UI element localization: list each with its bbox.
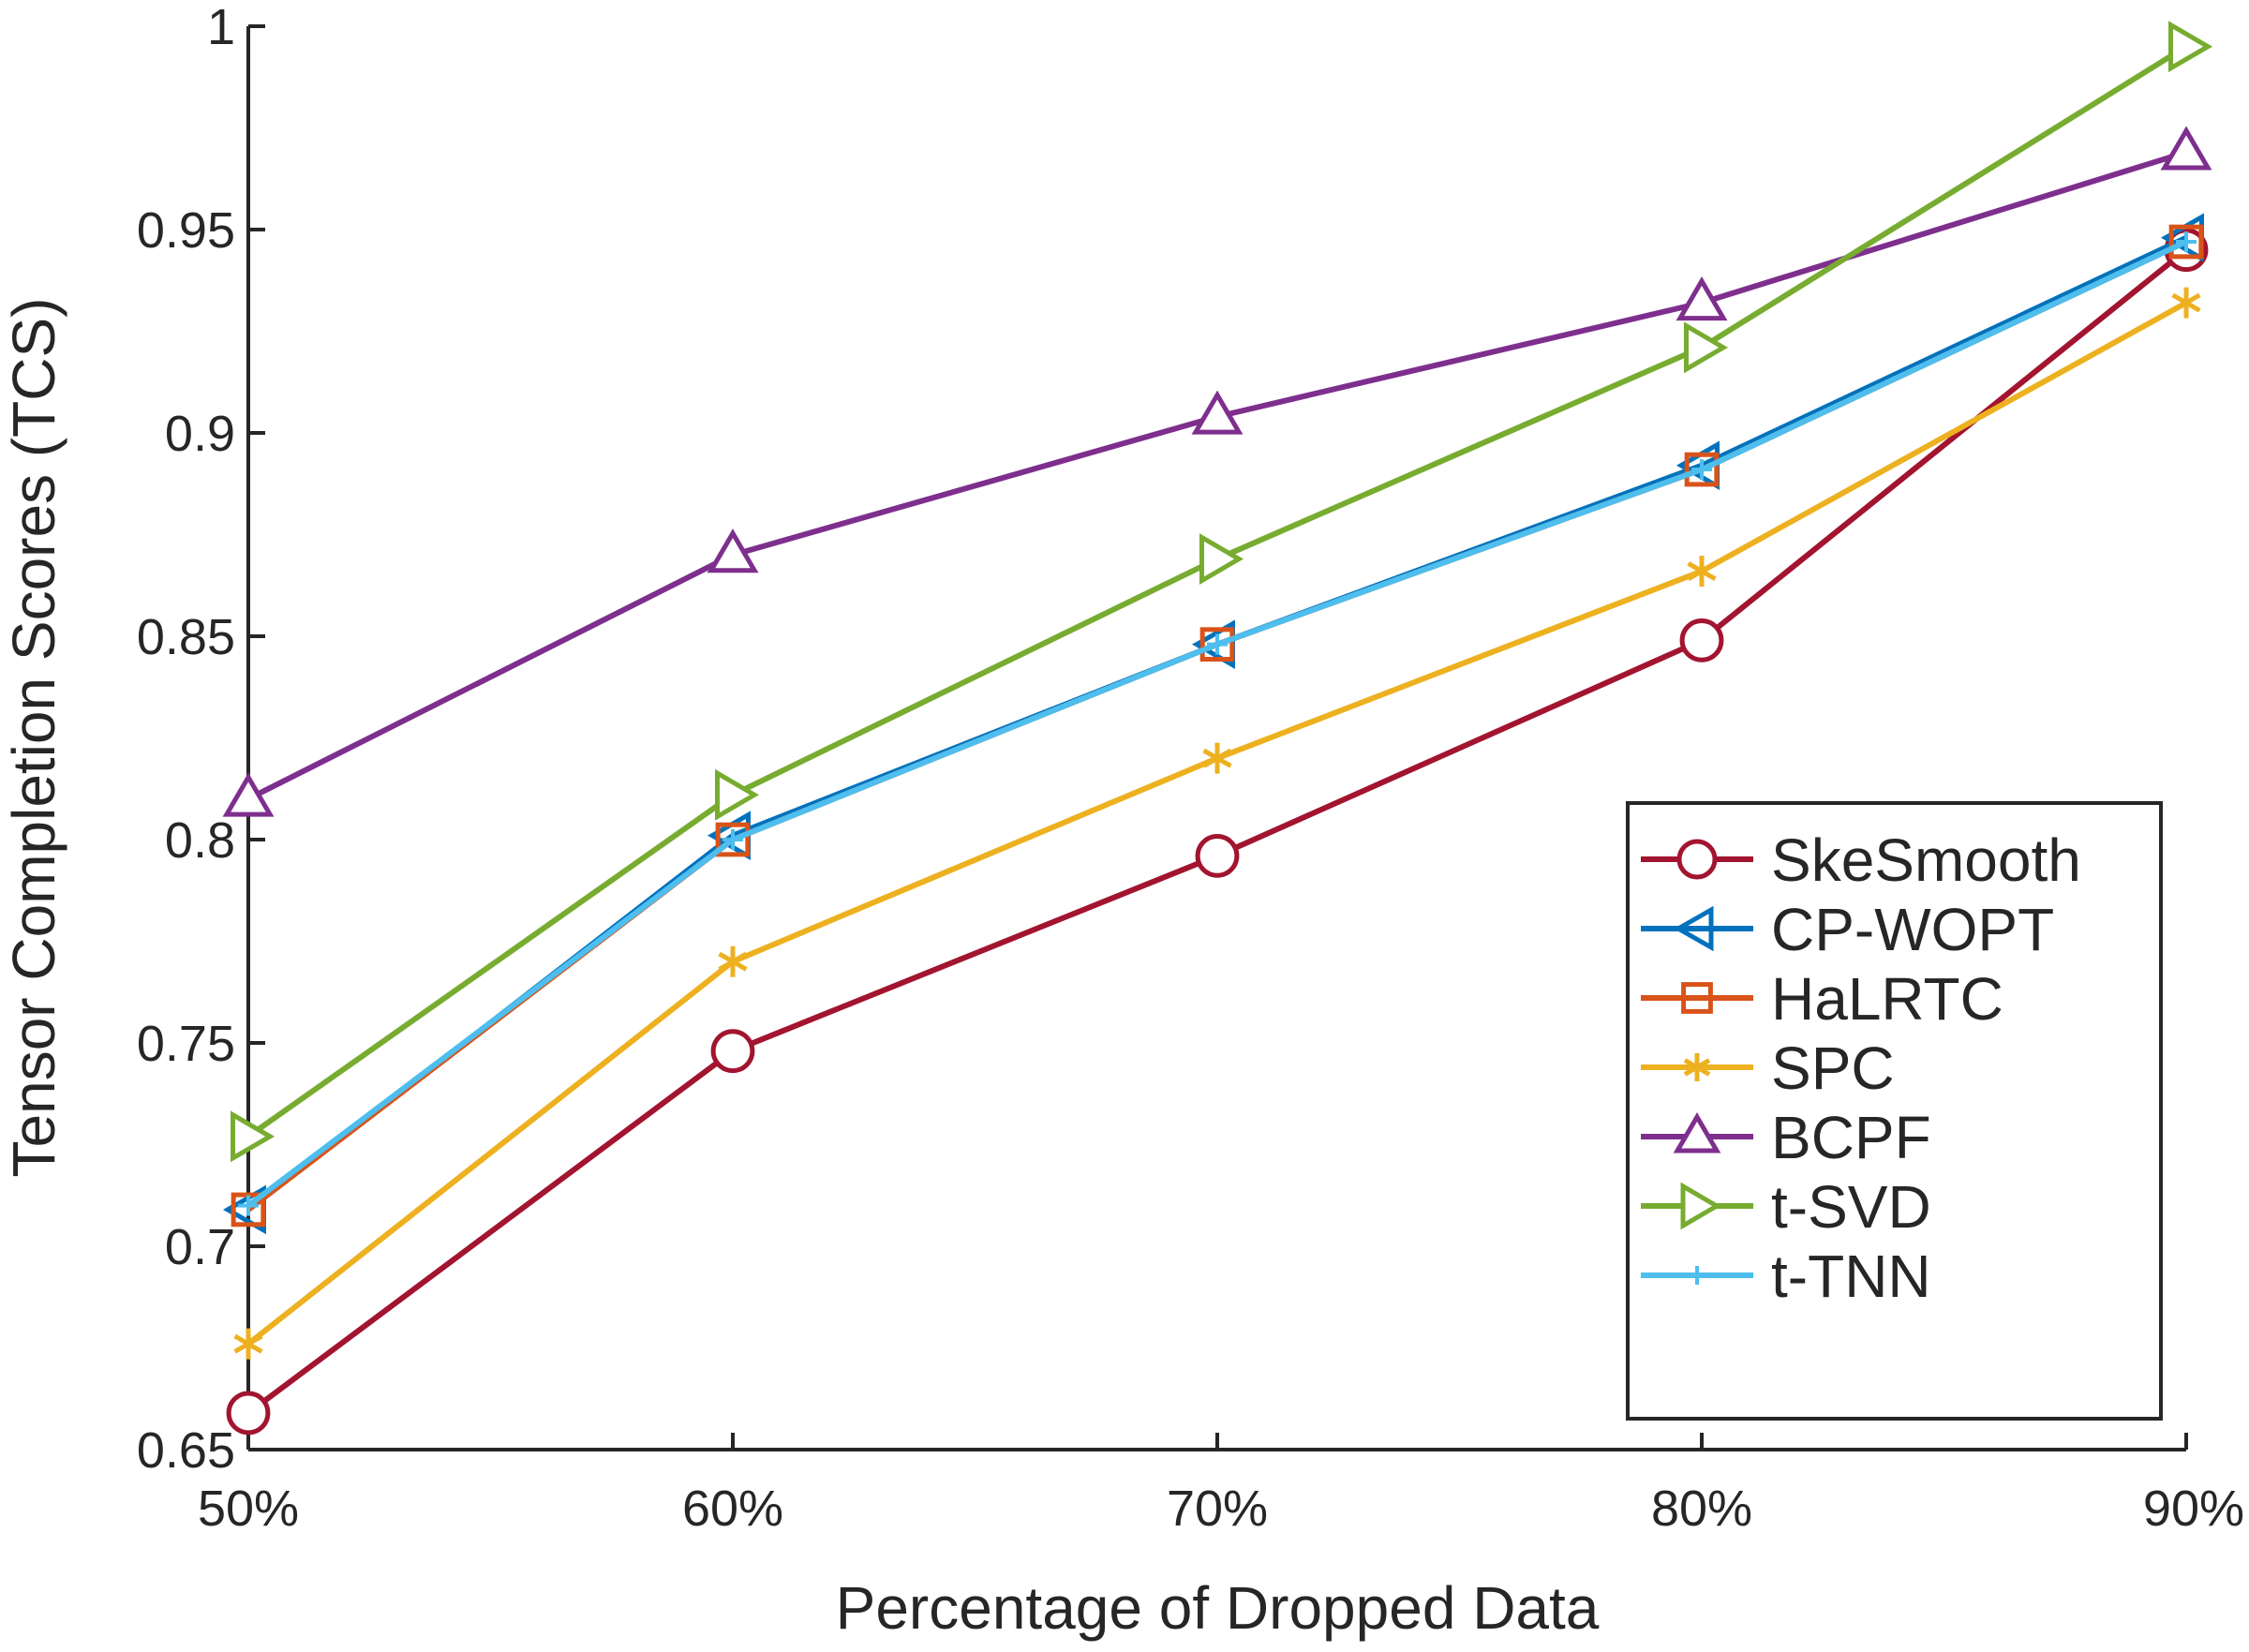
data-point [2171, 287, 2201, 319]
legend-label: SPC [1771, 1034, 1895, 1102]
data-point [1191, 390, 1244, 435]
data-point [1673, 905, 1714, 952]
legend-item: SPC [1641, 1034, 1895, 1102]
series [222, 21, 2213, 1436]
legend-item: BCPF [1641, 1104, 1931, 1171]
data-point [1199, 627, 1235, 662]
data-point [1683, 1053, 1711, 1081]
data-point [1688, 1266, 1706, 1285]
data-point [1687, 556, 1717, 588]
data-point [1676, 839, 1718, 880]
y-tick-label: 0.75 [137, 1016, 235, 1072]
y-tick-label: 0.85 [137, 609, 235, 665]
x-tick-label: 50% [198, 1481, 299, 1537]
y-tick-label: 0.65 [137, 1422, 235, 1479]
legend-item: t-TNN [1641, 1243, 1931, 1310]
legend-item: CP-WOPT [1641, 896, 2054, 963]
legend-box [1626, 801, 2163, 1421]
series-t-tnn [238, 231, 2197, 1216]
data-point [233, 1328, 263, 1360]
series-bcpf [222, 126, 2212, 817]
asterisk-stroke [1202, 748, 1232, 768]
legend-item: t-SVD [1641, 1173, 1931, 1241]
y-ticks: 0.65 0.7 0.75 0.8 0.85 0.9 0.95 1 [137, 0, 265, 1479]
legend-label: t-SVD [1771, 1173, 1931, 1241]
data-point [1195, 833, 1240, 878]
data-point [231, 1192, 266, 1228]
data-point [1681, 982, 1713, 1014]
data-point [226, 1391, 271, 1436]
data-point [2176, 231, 2197, 253]
data-point [718, 945, 748, 977]
data-point [715, 768, 760, 821]
x-tick-label: 70% [1167, 1481, 1268, 1537]
data-point [222, 772, 275, 817]
data-point [1207, 633, 1228, 655]
data-point [1680, 1182, 1721, 1230]
data-point [1673, 1112, 1721, 1153]
series-line [246, 149, 2187, 802]
legend-label: BCPF [1771, 1104, 1931, 1171]
legend-label: t-TNN [1771, 1243, 1931, 1310]
x-tick-label: 60% [682, 1481, 783, 1537]
y-tick-label: 0.8 [165, 812, 235, 869]
x-tick-label: 80% [1651, 1481, 1752, 1537]
data-point [1202, 742, 1232, 774]
x-tick-label: 90% [2143, 1481, 2244, 1537]
data-point [2168, 224, 2204, 260]
x-ticks: 50% 60% 70% 80% 90% [198, 1433, 2244, 1537]
data-point [1679, 618, 1724, 662]
series-spc [233, 287, 2201, 1360]
legend-label: SkeSmooth [1771, 826, 2081, 894]
data-point [722, 829, 743, 850]
data-point [707, 528, 759, 573]
data-point [1199, 533, 1244, 585]
y-tick-label: 0.7 [165, 1219, 235, 1275]
y-axis-label: Tensor Completion Scores (TCS) [0, 298, 67, 1178]
asterisk-stroke [2171, 292, 2201, 313]
data-point [231, 1110, 276, 1163]
data-point [1676, 276, 1728, 321]
y-tick-label: 0.9 [165, 406, 235, 462]
asterisk-stroke [718, 951, 748, 972]
data-point [2160, 126, 2212, 171]
data-point [2168, 21, 2213, 73]
legend-label: CP-WOPT [1771, 896, 2054, 963]
legend-item: HaLRTC [1641, 965, 2003, 1033]
y-tick-label: 0.95 [137, 202, 235, 259]
data-point [710, 1029, 755, 1074]
data-point [238, 1195, 259, 1216]
data-point [1691, 459, 1712, 481]
data-point [715, 822, 751, 857]
legend-item: SkeSmooth [1641, 826, 2081, 894]
y-tick-label: 1 [207, 0, 235, 55]
asterisk-stroke [1687, 561, 1717, 581]
legend-label: HaLRTC [1771, 965, 2003, 1033]
x-axis-label: Percentage of Dropped Data [836, 1574, 1600, 1642]
asterisk-stroke [233, 1333, 263, 1354]
series-t-svd [231, 21, 2213, 1163]
asterisk-stroke [1683, 1058, 1711, 1077]
data-point [1684, 452, 1720, 487]
data-point [1684, 321, 1729, 374]
